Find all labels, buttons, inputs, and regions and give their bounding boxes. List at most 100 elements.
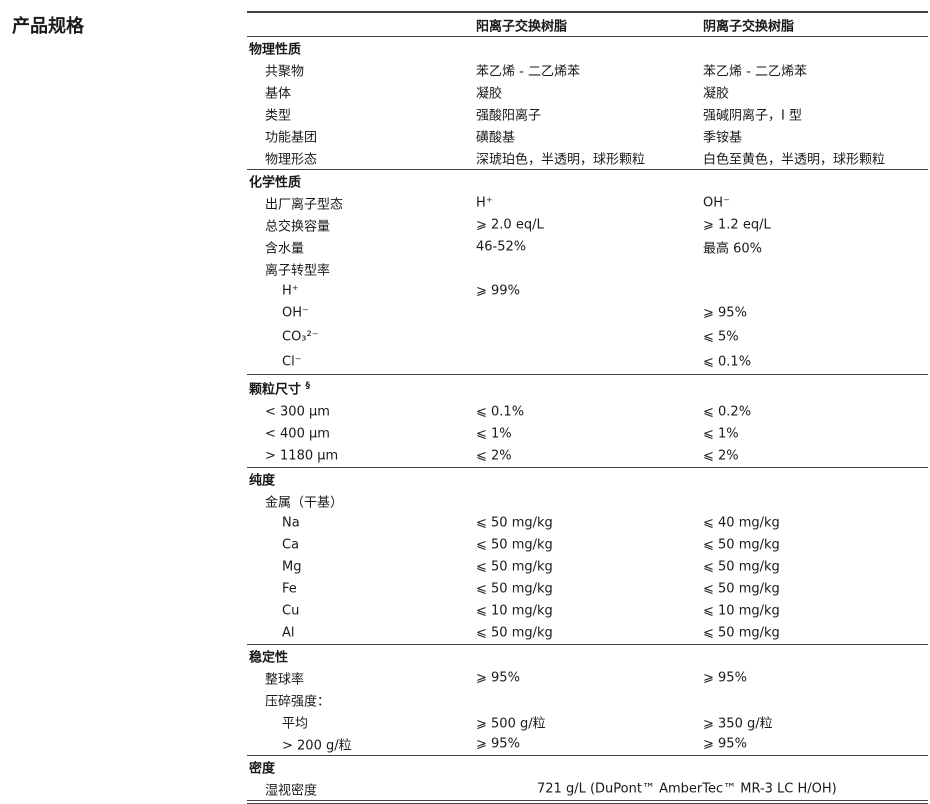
table-row: CO₃²⁻ ⩽ 5% [247, 324, 928, 349]
anion-value: ⩽ 50 mg/kg [703, 581, 780, 597]
table-row: 含水量 46-52% 最高 60% [247, 236, 928, 258]
table-row: Ca ⩽ 50 mg/kg ⩽ 50 mg/kg [247, 534, 928, 556]
cation-value: ⩽ 10 mg/kg [476, 603, 553, 619]
table-row: Fe ⩽ 50 mg/kg ⩽ 50 mg/kg [247, 578, 928, 600]
table-row: Cu ⩽ 10 mg/kg ⩽ 10 mg/kg [247, 600, 928, 622]
table-row: 物理形态 深琥珀色，半透明，球形颗粒 白色至黄色，半透明，球形颗粒 [247, 147, 928, 169]
cation-value: ⩾ 95% [476, 670, 520, 686]
anion-value: 最高 60% [703, 241, 763, 257]
row-label: Ca [282, 537, 300, 553]
anion-value: ⩽ 1% [703, 426, 739, 442]
cation-value: ⩾ 99% [476, 283, 520, 299]
table-section: 纯度 金属（干基） Na ⩽ 50 mg/kg ⩽ 40 mg/kg Ca ⩽ 50 mg/… [247, 468, 928, 645]
anion-value: ⩽ 2% [703, 448, 739, 464]
row-label: 基体 [265, 86, 292, 102]
cation-value: 苯乙烯 - 二乙烯苯 [476, 64, 580, 80]
section-title-text: 颗粒尺寸 [249, 382, 302, 398]
cation-value: 强酸阳离子 [476, 108, 542, 124]
table-row: Mg ⩽ 50 mg/kg ⩽ 50 mg/kg [247, 556, 928, 578]
section-title: 化学性质 [249, 172, 301, 191]
row-label: Al [282, 625, 295, 641]
anion-value: ⩽ 0.1% [703, 354, 752, 369]
cation-value: 凝胶 [476, 86, 503, 102]
table-row: > 1180 µm ⩽ 2% ⩽ 2% [247, 445, 928, 467]
table-row: 离子转型率 [247, 258, 928, 280]
section-title-text: 化学性质 [249, 175, 302, 191]
row-label: CO₃²⁻ [282, 329, 319, 344]
anion-value: ⩾ 95% [703, 305, 747, 321]
anion-value: ⩽ 50 mg/kg [703, 559, 780, 575]
row-label: Cu [282, 603, 300, 619]
row-label: 平均 [282, 716, 309, 732]
table-row: OH⁻ ⩾ 95% [247, 302, 928, 324]
anion-value: ⩽ 10 mg/kg [703, 603, 780, 619]
table-section: 颗粒尺寸 § < 300 µm ⩽ 0.1% ⩽ 0.2% < 400 µm ⩽ 1% ⩽ … [247, 375, 928, 468]
cation-value: ⩾ 95% [476, 736, 520, 752]
table-row: H⁺ ⩾ 99% [247, 280, 928, 302]
cation-value: H⁺ [476, 195, 493, 211]
table-row: 基体 凝胶 凝胶 [247, 81, 928, 103]
cation-value: ⩽ 0.1% [476, 404, 525, 420]
table-row: Al ⩽ 50 mg/kg ⩽ 50 mg/kg [247, 622, 928, 644]
cation-value: ⩽ 50 mg/kg [476, 515, 553, 531]
anion-value: ⩽ 50 mg/kg [703, 537, 780, 553]
section-heading: 纯度 [247, 468, 928, 490]
page-title: 产品规格 [12, 16, 84, 37]
row-label: 整球率 [265, 672, 305, 688]
section-title: 物理性质 [249, 39, 301, 58]
row-label: < 300 µm [265, 404, 330, 420]
row-value-combined: 721 g/L (DuPont™ AmberTec™ MR-3 LC H/OH) [537, 781, 837, 797]
header-cation-resin: 阳离子交换树脂 [476, 19, 568, 34]
section-title-text: 密度 [249, 761, 276, 777]
row-label: 总交换容量 [265, 219, 331, 235]
cation-value: 46-52% [476, 239, 527, 255]
table-row: 压碎强度： [247, 689, 928, 711]
row-label: 离子转型率 [265, 263, 331, 279]
row-label: 出厂离子型态 [265, 197, 344, 213]
section-title: 稳定性 [249, 647, 288, 666]
section-heading: 密度 [247, 756, 928, 778]
anion-value: ⩾ 95% [703, 736, 747, 752]
table-header: 阳离子交换树脂 阴离子交换树脂 [247, 13, 928, 37]
row-label: > 200 g/粒 [282, 738, 352, 754]
table-row: Cl⁻ ⩽ 0.1% [247, 349, 928, 374]
anion-value: 白色至黄色，半透明，球形颗粒 [703, 152, 886, 168]
table-row: < 400 µm ⩽ 1% ⩽ 1% [247, 423, 928, 445]
section-heading: 稳定性 [247, 645, 928, 667]
section-heading: 颗粒尺寸 § [247, 375, 928, 401]
footnote-marker: § [305, 381, 311, 392]
anion-value: 强碱阴离子，I 型 [703, 108, 802, 124]
section-title-text: 稳定性 [249, 650, 289, 666]
table-row: > 200 g/粒 ⩾ 95% ⩾ 95% [247, 733, 928, 755]
cation-value: ⩽ 1% [476, 426, 512, 442]
table-row: 出厂离子型态 H⁺ OH⁻ [247, 192, 928, 214]
table-row: < 300 µm ⩽ 0.1% ⩽ 0.2% [247, 401, 928, 423]
anion-value: ⩽ 5% [703, 329, 739, 344]
table-row: 湿视密度 721 g/L (DuPont™ AmberTec™ MR-3 LC H… [247, 778, 928, 800]
table-row: 金属（干基） [247, 490, 928, 512]
anion-value: 苯乙烯 - 二乙烯苯 [703, 64, 807, 80]
section-heading: 物理性质 [247, 37, 928, 59]
cation-value: ⩽ 2% [476, 448, 512, 464]
anion-value: ⩽ 50 mg/kg [703, 625, 780, 641]
cation-value: 磺酸基 [476, 130, 516, 146]
row-label: H⁺ [282, 283, 299, 299]
section-title-text: 物理性质 [249, 42, 302, 58]
cation-value: 深琥珀色，半透明，球形颗粒 [476, 152, 646, 168]
table-section: 密度 湿视密度 721 g/L (DuPont™ AmberTec™ MR-3 LC… [247, 756, 928, 804]
table-row: Na ⩽ 50 mg/kg ⩽ 40 mg/kg [247, 512, 928, 534]
cation-value: ⩽ 50 mg/kg [476, 559, 553, 575]
section-title: 密度 [249, 758, 275, 777]
row-label: 类型 [265, 108, 292, 124]
anion-value: 季铵基 [703, 130, 743, 146]
row-label: 含水量 [265, 241, 305, 257]
section-title-text: 纯度 [249, 473, 276, 489]
table-row: 功能基团 磺酸基 季铵基 [247, 125, 928, 147]
row-label: 物理形态 [265, 152, 318, 168]
anion-value: OH⁻ [703, 195, 730, 211]
table-section: 稳定性 整球率 ⩾ 95% ⩾ 95% 压碎强度： 平均 ⩾ 500 g/粒 ⩾ 350 g/… [247, 645, 928, 756]
section-title: 颗粒尺寸 § [249, 379, 311, 398]
table-row: 共聚物 苯乙烯 - 二乙烯苯 苯乙烯 - 二乙烯苯 [247, 59, 928, 81]
row-label: < 400 µm [265, 426, 330, 442]
row-label: 功能基团 [265, 130, 318, 146]
